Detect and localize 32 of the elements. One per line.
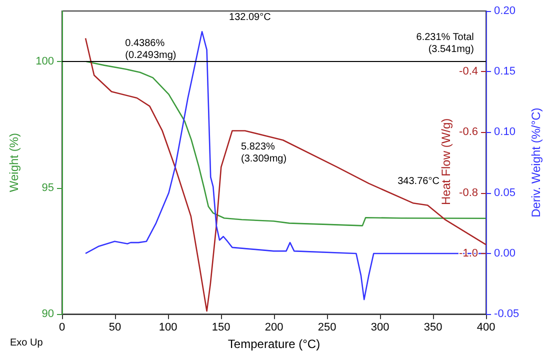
x-tick-label: 200: [264, 322, 284, 334]
y2-tick-label: -0.8: [459, 186, 478, 199]
annotation: 0.4386% (0.2493mg): [125, 38, 176, 62]
x-tick-label: 50: [108, 322, 122, 334]
y2-axis-title: Heat Flow (W/g): [439, 118, 453, 205]
y3-tick-label: 0.00: [494, 247, 516, 260]
x-tick-label: 400: [476, 322, 496, 334]
x-tick-label: 150: [212, 322, 230, 334]
x-tick-label: 250: [318, 322, 336, 334]
y-axis-title: Weight (%): [7, 132, 21, 192]
x-tick-label: 350: [424, 322, 442, 334]
y3-tick-label: 0.10: [494, 126, 516, 138]
y3-tick-label: 0.20: [494, 5, 516, 17]
annotation: 6.231% Total (3.541mg): [416, 32, 474, 56]
y-tick-label: 95: [42, 182, 54, 194]
y3-tick-label: 0.15: [494, 66, 516, 78]
y3-tick-label: -0.05: [494, 308, 520, 320]
x-axis-title: Temperature (°C): [228, 337, 320, 351]
annotation: 5.823% (3.309mg): [241, 142, 287, 164]
x-tick-label: 300: [370, 322, 390, 334]
annotation: 343.76°C: [398, 176, 440, 187]
y2-tick-label: -0.4: [459, 66, 478, 78]
line-series: [86, 60, 486, 226]
x-tick-label: 0: [58, 322, 66, 334]
y3-tick-label: 0.05: [494, 186, 516, 199]
y2-tick-label: -0.6: [459, 126, 478, 138]
annotation: 132.09°C: [229, 12, 271, 24]
y3-axis-title: Deriv. Weight (%/°C): [529, 108, 543, 218]
y-tick-label: 90: [42, 308, 54, 320]
x-tick-label: 100: [158, 322, 178, 334]
text: Exo Up: [10, 338, 44, 348]
y-tick-label: 100: [36, 56, 54, 68]
